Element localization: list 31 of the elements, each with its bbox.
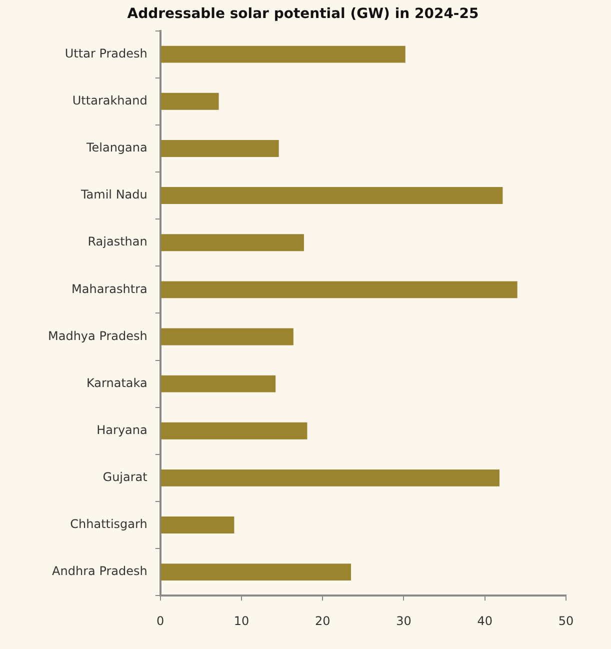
x-tick-label: 0 [156, 614, 164, 628]
x-tick-label: 30 [396, 614, 412, 628]
y-tick-label: Uttarakhand [72, 94, 148, 108]
y-tick-label: Andhra Pradesh [52, 564, 148, 578]
y-tick-label: Madhya Pradesh [48, 328, 148, 343]
y-tick-label: Tamil Nadu [80, 188, 148, 202]
chart-title: Addressable solar potential (GW) in 2024-25 [127, 6, 479, 22]
x-tick-label: 40 [477, 614, 493, 628]
bar [160, 92, 219, 110]
y-tick-label: Chhattisgarh [70, 517, 148, 532]
bar [160, 234, 304, 252]
bar [160, 564, 352, 581]
y-tick-label: Karnataka [86, 376, 148, 390]
bar [160, 187, 503, 204]
x-tick-label: 50 [558, 614, 574, 628]
bar [160, 140, 279, 157]
bar [160, 469, 500, 486]
x-tick-label: 20 [314, 614, 330, 628]
y-tick-label: Haryana [96, 422, 148, 437]
x-tick-label: 10 [234, 614, 250, 628]
y-tick-label: Maharashtra [72, 282, 148, 296]
bar [160, 422, 308, 440]
bar [160, 328, 294, 346]
y-tick-label: Telangana [85, 140, 148, 155]
bar [160, 375, 276, 392]
y-tick-label: Gujarat [102, 470, 148, 484]
bar [160, 281, 518, 298]
bar [160, 46, 406, 63]
bar [160, 516, 234, 534]
y-tick-label: Uttar Pradesh [64, 46, 148, 60]
y-tick-label: Rajasthan [88, 234, 148, 249]
